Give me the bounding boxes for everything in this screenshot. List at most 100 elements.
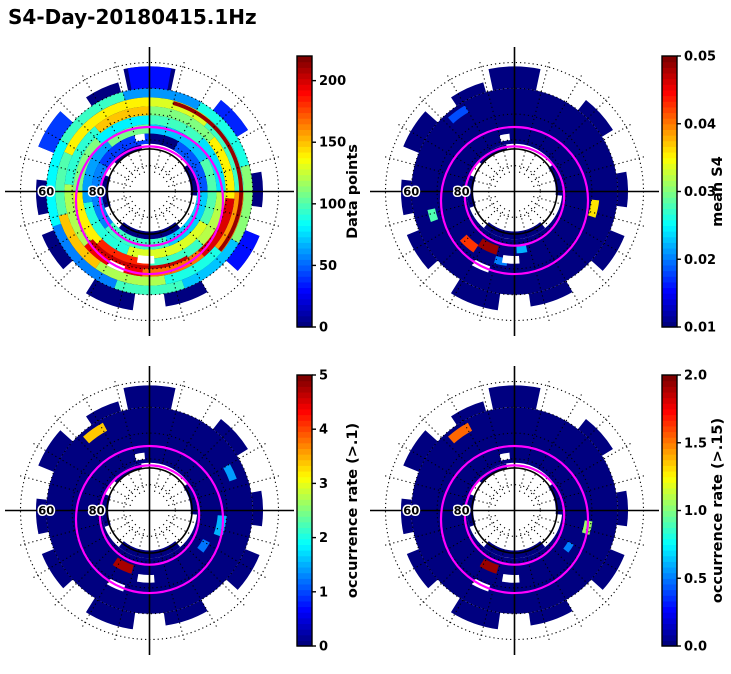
colorbar-gradient-segment [297,135,312,142]
dotted-mlt-spoke [162,204,246,288]
dotted-mlt-spoke [81,392,141,495]
lat-label-60: 60 [38,185,54,199]
colorbar-gradient-segment [297,403,312,410]
colorbar-gradient-segment [662,454,677,461]
colorbar-gradient-segment [297,375,312,382]
colorbar-gradient-segment [662,617,677,625]
dotted-mlt-spoke [518,210,551,323]
colorbar-gradient-segment [662,640,677,647]
panel-occurrence-rate-gt-0-1: 80 60 0 1 2 3 4 5 occurrence rate (>.1) [0,351,365,670]
colorbar-gradient-segment [297,589,312,596]
dotted-mlt-spoke [18,474,131,507]
dotted-mlt-spoke [113,210,146,323]
dotted-mlt-spoke [418,523,502,607]
colorbar-gradient-segment [662,197,677,204]
dotted-mlt-spoke [53,204,137,288]
dotted-mlt-spoke [446,73,506,176]
colorbar-gradient-segment [297,270,312,277]
dotted-mlt-spoke [53,414,137,498]
colorbar-gradient-segment [662,67,677,74]
colorbar-gradient-segment [662,151,677,159]
dotted-mlt-spoke [523,207,583,310]
colorbar-gradient-segment [297,310,312,317]
colorbar-tick-label: 2.0 [684,369,707,384]
colorbar-gradient-segment [662,185,677,193]
colorbar-axis-label: occurrence rate (>.1) [345,423,361,598]
colorbar-gradient-segment [297,180,312,187]
colorbar-gradient-segment [662,135,677,142]
colorbar-group: 0.01 0.02 0.03 0.04 0.05 [661,50,716,336]
auroral-oval-circle [439,125,590,276]
dotted-mlt-spoke [81,526,141,629]
colorbar-gradient-segment [297,253,312,260]
colorbar-gradient-segment [662,499,677,506]
colorbar-gradient-segment [662,476,677,483]
colorbar-gradient-segment [297,185,312,193]
polar-plot-data-points: 80 60 [5,47,294,336]
colorbar-tick-label: 4 [319,423,328,438]
dotted-mlt-spoke [446,526,506,629]
dotted-mlt-spoke [533,474,646,507]
colorbar-tick-label: 0.01 [684,321,716,336]
lat-label-80: 80 [454,185,470,199]
colorbar-gradient-segment [297,561,312,568]
colorbar-tick-label: 5 [319,369,328,384]
colorbar-gradient-segment [662,403,677,410]
colorbar-gradient-segment [662,606,677,613]
colorbar-gradient-segment [297,78,312,85]
dotted-mlt-spoke [53,523,137,607]
colorbar-axis-label: mean S4 [710,156,726,227]
dotted-mlt-spoke [165,123,268,183]
dotted-mlt-spoke [383,195,496,228]
colorbar-gradient-segment [297,140,312,147]
colorbar-gradient-segment [662,264,677,272]
colorbar-gradient-segment [297,231,312,238]
colorbar-gradient-segment [662,544,677,551]
dotted-mlt-spoke [153,379,186,492]
colorbar-gradient-segment [297,431,312,438]
colorbar-group: 0 1 2 3 4 5 [296,369,328,655]
colorbar-gradient-segment [297,617,312,625]
colorbar-gradient-segment [297,56,312,63]
colorbar-gradient-segment [297,298,312,306]
dotted-mlt-spoke [478,529,511,642]
colorbar-gradient-segment [662,315,677,322]
dotted-mlt-spoke [530,200,633,260]
dotted-mlt-spoke [153,529,186,642]
colorbar-gradient-segment [297,123,312,130]
colorbar-gradient-segment [662,140,677,147]
colorbar-gradient-segment [297,516,312,523]
colorbar-gradient-segment [662,397,677,404]
colorbar-gradient-segment [662,231,677,238]
auroral-oval-circle [74,444,225,595]
colorbar-gradient-segment [662,510,677,517]
colorbar-tick-label: 0.05 [684,50,716,65]
dotted-mlt-spoke [396,200,499,260]
colorbar-gradient-segment [297,61,312,68]
colorbar-gradient-segment [297,454,312,461]
colorbar-gradient-segment [297,470,312,478]
colorbar-gradient-segment [297,242,312,249]
colorbar-gradient-segment [662,516,677,523]
colorbar-gradient-segment [297,259,312,266]
colorbar-gradient-segment [662,465,677,472]
dotted-mlt-spoke [527,95,611,179]
colorbar-mean-s4: 0.01 0.02 0.03 0.04 0.05 mean S4 [661,50,726,336]
colorbar-gradient-segment [297,197,312,204]
colorbar-axis-label: occurrence rate (>.15) [710,418,726,603]
colorbar-gradient-segment [297,510,312,517]
colorbar-tick-label: 1.0 [684,504,707,519]
colorbar-gradient-segment [662,174,677,181]
colorbar-gradient-segment [297,544,312,551]
dotted-mlt-spoke [530,519,633,579]
dotted-mlt-spoke [162,414,246,498]
dotted-mlt-spoke [31,442,134,502]
lat-label-60: 60 [38,504,54,518]
colorbar-gradient-segment [297,293,312,300]
colorbar-tick-label: 100 [319,197,346,212]
colorbar-gradient-segment [662,95,677,102]
colorbar-border [296,55,313,328]
dotted-mlt-spoke [418,95,502,179]
polar-grid-lines [5,47,294,336]
